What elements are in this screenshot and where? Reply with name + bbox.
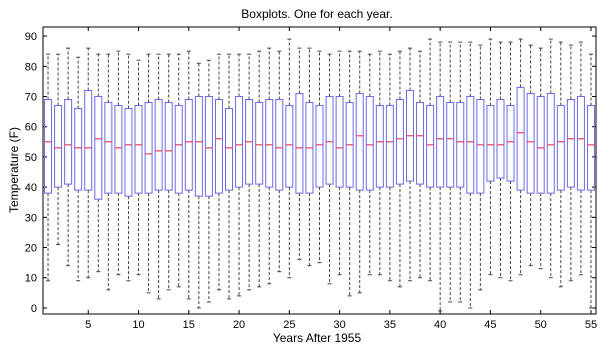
box: [184, 99, 193, 191]
box: [335, 95, 344, 188]
x-axis-title: Years After 1955: [273, 331, 362, 345]
box: [355, 92, 364, 191]
y-tick-label: 70: [25, 91, 37, 103]
box: [84, 89, 93, 191]
box: [516, 86, 525, 191]
x-tick-label: 20: [233, 319, 245, 331]
y-tick-label: 40: [25, 182, 37, 194]
box: [466, 95, 475, 194]
x-tick-label: 30: [333, 319, 345, 331]
x-tick-label: 15: [183, 319, 195, 331]
box: [365, 95, 374, 191]
y-tick-label: 50: [25, 152, 37, 164]
box: [385, 105, 394, 188]
y-tick-label: 60: [25, 122, 37, 134]
box: [586, 105, 595, 191]
box: [375, 105, 384, 188]
box: [426, 105, 435, 188]
box: [255, 102, 264, 185]
x-tick-label: 55: [585, 319, 597, 331]
box: [285, 105, 294, 188]
chart-title: Boxplots. One for each year.: [241, 7, 392, 21]
box: [214, 99, 223, 194]
box: [536, 95, 545, 194]
box: [526, 92, 535, 194]
x-tick-label: 50: [535, 319, 547, 331]
box: [325, 95, 334, 185]
x-tick-label: 5: [85, 319, 91, 331]
x-tick-label: 25: [283, 319, 295, 331]
box: [566, 99, 575, 188]
box: [556, 105, 565, 191]
y-tick-label: 90: [25, 31, 37, 43]
box: [436, 95, 445, 188]
box: [275, 99, 284, 191]
y-tick-label: 0: [31, 303, 37, 315]
box: [546, 92, 555, 194]
box: [154, 99, 163, 191]
box: [486, 105, 495, 182]
box: [576, 95, 585, 191]
box: [174, 105, 183, 194]
box: [204, 95, 213, 197]
y-tick-label: 20: [25, 243, 37, 255]
x-tick-label: 35: [384, 319, 396, 331]
x-tick-label: 10: [132, 319, 144, 331]
box: [44, 99, 53, 194]
box: [456, 102, 465, 188]
box: [395, 99, 404, 185]
box: [496, 99, 505, 179]
box: [124, 108, 133, 197]
box: [54, 105, 63, 188]
y-tick-label: 30: [25, 212, 37, 224]
box: [315, 105, 324, 188]
box: [446, 102, 455, 188]
box: [134, 105, 143, 194]
box: [94, 95, 103, 200]
plot-frame: [42, 26, 597, 315]
y-tick-label: 10: [25, 273, 37, 285]
plot-area: 0 10 20 30 40 50 60 70 80 90 5 10 15 20 25 30 35 40 45 50 55: [25, 26, 597, 331]
box: [114, 105, 123, 194]
box: [235, 95, 244, 188]
x-tick-label: 45: [484, 319, 496, 331]
y-tick-label: 80: [25, 61, 37, 73]
box: [104, 102, 113, 194]
y-axis-title: Temperature (F): [7, 127, 21, 213]
box: [295, 92, 304, 194]
box: [144, 102, 153, 194]
x-tick-label: 40: [434, 319, 446, 331]
box: [194, 95, 203, 197]
box: [416, 102, 425, 185]
box: [506, 105, 515, 182]
box: [225, 108, 234, 191]
box: [476, 99, 485, 194]
box: [265, 99, 274, 188]
box: [74, 108, 83, 191]
box: [64, 99, 73, 185]
box: [164, 102, 173, 191]
